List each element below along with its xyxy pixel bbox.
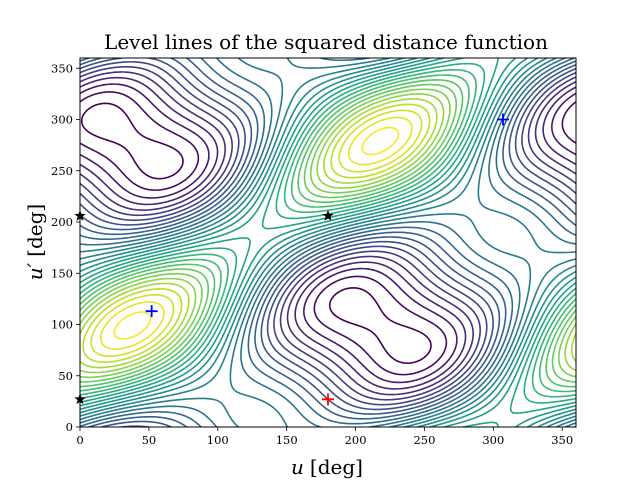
y-tick-label: 300	[51, 113, 73, 127]
minimum-plus-marker	[496, 113, 509, 126]
y-axis-label: u′ [deg]	[23, 204, 47, 280]
chart-title: Level lines of the squared distance func…	[104, 30, 548, 54]
x-tick-label: 100	[207, 433, 229, 447]
y-tick-label: 150	[51, 266, 73, 280]
y-tick-label: 50	[58, 369, 73, 383]
saddle-star-marker	[322, 209, 334, 221]
contour-level-line	[80, 69, 576, 398]
saddle-star-marker	[74, 209, 86, 221]
contour-level-line	[80, 61, 576, 406]
contour-level-line	[80, 93, 576, 374]
contour-level-line	[113, 126, 400, 340]
x-tick-label: 200	[345, 433, 367, 447]
y-tick-label: 100	[51, 318, 73, 332]
x-tick-label: 150	[276, 433, 298, 447]
x-axis-label: u [deg]	[291, 455, 363, 479]
y-axis-label-symbol: u′	[23, 262, 47, 280]
contour-level-line	[80, 76, 576, 390]
y-tick-label: 250	[51, 164, 73, 178]
x-tick-label: 50	[142, 433, 157, 447]
plot-frame	[79, 57, 577, 428]
critical-point-markers	[74, 113, 509, 406]
x-axis-label-unit: [deg]	[310, 455, 363, 479]
contour-level-line	[80, 79, 576, 388]
y-tick-label: 0	[66, 420, 73, 434]
x-axis-label-symbol: u	[291, 455, 304, 479]
x-axis-ticks: 0 50 100 150 200 250 300 350	[76, 427, 573, 447]
x-tick-label: 300	[482, 433, 504, 447]
contour-level-line	[80, 62, 576, 404]
contour-lines	[80, 58, 576, 427]
contour-level-line	[90, 109, 423, 358]
saddle-star-marker	[74, 393, 86, 405]
contour-level-line	[80, 65, 576, 401]
contour-level-line	[80, 71, 576, 396]
contour-level-line	[80, 83, 576, 383]
contour-level-line	[80, 102, 432, 365]
x-tick-label: 0	[76, 433, 83, 447]
contour-level-line	[80, 58, 576, 427]
contour-level-line	[80, 91, 576, 376]
maximum-plus-marker	[322, 393, 334, 406]
x-tick-label: 250	[413, 433, 435, 447]
y-tick-label: 350	[51, 61, 73, 75]
y-axis-ticks: 0 50 100 150 200 250 300 350	[51, 61, 80, 434]
contour-level-line	[80, 58, 576, 427]
x-tick-label: 350	[551, 433, 573, 447]
contour-level-line	[80, 83, 576, 384]
contour-level-line	[80, 98, 576, 369]
minimum-plus-marker	[145, 305, 158, 318]
contour-level-line	[82, 103, 431, 363]
contour-level-line	[80, 88, 576, 379]
contour-level-line	[99, 116, 413, 350]
contour-level-line	[80, 74, 576, 393]
contour-level-line	[80, 58, 576, 427]
y-tick-label: 200	[51, 215, 73, 229]
y-axis-label-unit: [deg]	[23, 204, 47, 257]
